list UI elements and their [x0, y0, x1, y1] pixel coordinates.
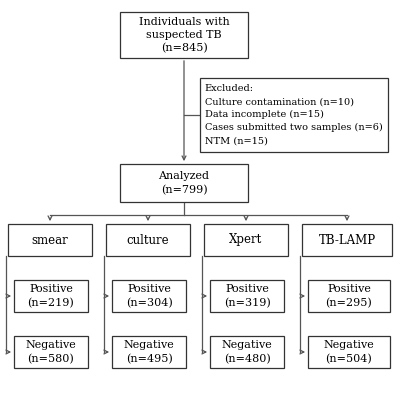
Text: Positive
(n=304): Positive (n=304): [126, 284, 172, 308]
FancyBboxPatch shape: [204, 224, 288, 256]
Text: Negative
(n=580): Negative (n=580): [26, 340, 76, 364]
FancyBboxPatch shape: [210, 336, 284, 368]
FancyBboxPatch shape: [106, 224, 190, 256]
FancyBboxPatch shape: [210, 280, 284, 312]
Text: Individuals with
suspected TB
(n=845): Individuals with suspected TB (n=845): [139, 16, 229, 54]
FancyBboxPatch shape: [308, 280, 390, 312]
FancyBboxPatch shape: [120, 12, 248, 58]
FancyBboxPatch shape: [8, 224, 92, 256]
Text: Analyzed
(n=799): Analyzed (n=799): [158, 171, 210, 195]
Text: smear: smear: [32, 234, 68, 246]
Text: Positive
(n=219): Positive (n=219): [28, 284, 74, 308]
Text: culture: culture: [127, 234, 169, 246]
Text: Positive
(n=295): Positive (n=295): [326, 284, 372, 308]
FancyBboxPatch shape: [14, 280, 88, 312]
Text: Positive
(n=319): Positive (n=319): [224, 284, 270, 308]
Text: Negative
(n=504): Negative (n=504): [324, 340, 374, 364]
FancyBboxPatch shape: [200, 78, 388, 152]
Text: Xpert: Xpert: [229, 234, 263, 246]
Text: Excluded:
Culture contamination (n=10)
Data incomplete (n=15)
Cases submitted tw: Excluded: Culture contamination (n=10) D…: [205, 84, 382, 145]
Text: Negative
(n=480): Negative (n=480): [222, 340, 272, 364]
FancyBboxPatch shape: [308, 336, 390, 368]
FancyBboxPatch shape: [14, 336, 88, 368]
FancyBboxPatch shape: [302, 224, 392, 256]
Text: Negative
(n=495): Negative (n=495): [124, 340, 174, 364]
FancyBboxPatch shape: [120, 164, 248, 202]
FancyBboxPatch shape: [112, 280, 186, 312]
Text: TB-LAMP: TB-LAMP: [318, 234, 376, 246]
FancyBboxPatch shape: [112, 336, 186, 368]
